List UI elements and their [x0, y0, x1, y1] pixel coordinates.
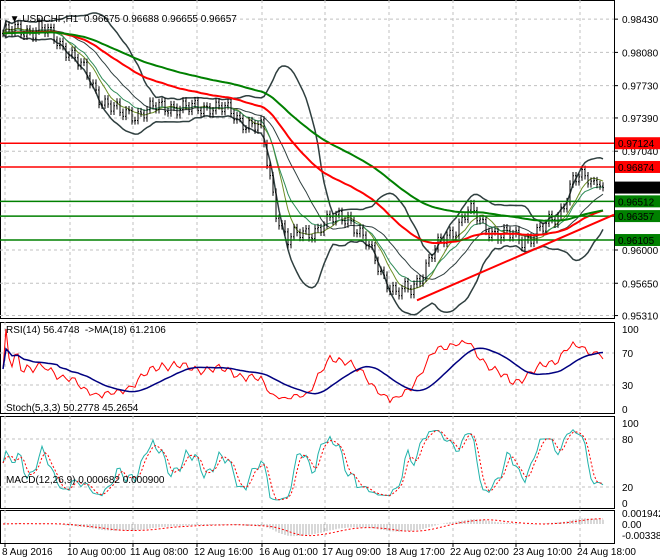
price-label: 0.95310 — [622, 312, 659, 323]
rsi-ma-line — [2, 347, 604, 395]
macd-label: MACD(12,26,9) 0.000682 0.000900 — [6, 475, 165, 486]
bollinger-upper — [2, 12, 604, 257]
level-badge — [615, 234, 660, 247]
price-label: 0.97390 — [622, 114, 659, 125]
stoch-tick: 20 — [622, 483, 634, 494]
time-label: 17 Aug 09:00 — [322, 547, 381, 558]
stoch-label: Stoch(5,3,3) 50.2778 45.2654 — [6, 403, 139, 414]
time-label: 24 Aug 18:00 — [577, 547, 636, 558]
price-label: 0.98080 — [622, 48, 659, 59]
rsi-tick: 70 — [622, 349, 634, 360]
level-badge — [615, 210, 660, 223]
level-label: 0.97124 — [618, 139, 655, 150]
level-badge — [615, 195, 660, 208]
price-label: 0.95650 — [622, 279, 659, 290]
pane-frame-1 — [0, 322, 615, 414]
level-label: 0.96512 — [618, 197, 655, 208]
chart-header: ▼ USDCHF,H1 0.96675 0.96688 0.96655 0.96… — [4, 3, 237, 36]
bollinger-lower — [2, 32, 604, 316]
macd-tick: -0.003381 — [622, 531, 660, 542]
ma-red — [2, 30, 604, 245]
rsi-line — [2, 328, 604, 404]
price-label: 0.97730 — [622, 82, 659, 93]
rsi-tick: 30 — [622, 381, 634, 392]
price-label: 0.98430 — [622, 15, 659, 26]
dropdown-triangle-icon[interactable]: ▼ — [9, 14, 23, 25]
rsi-label: RSI(14) 56.4748 ->MA(18) 61.2106 — [6, 325, 166, 336]
stoch-tick: 0 — [622, 499, 628, 510]
ma-fast — [2, 27, 604, 291]
macd-signal-line — [2, 518, 604, 537]
pane-frame-0 — [0, 0, 615, 319]
level-badge — [615, 160, 660, 173]
level-badge — [615, 181, 660, 194]
level-label: 0.96357 — [618, 212, 655, 223]
rsi-tick: 0 — [622, 405, 628, 416]
trendline — [416, 213, 615, 302]
time-label: 18 Aug 17:00 — [386, 547, 445, 558]
price-label: 0.96000 — [622, 246, 659, 257]
stoch-tick: 100 — [622, 419, 639, 430]
time-label: 22 Aug 02:00 — [450, 547, 509, 558]
macd-tick: 0.00 — [622, 520, 642, 531]
time-label: 23 Aug 10:00 — [513, 547, 572, 558]
rsi-tick: 100 — [622, 325, 639, 336]
level-badge — [615, 137, 660, 150]
level-label: 0.96874 — [618, 163, 655, 174]
time-label: 10 Aug 00:00 — [67, 547, 126, 558]
bollinger-middle — [2, 27, 604, 280]
ohlc-values: 0.96675 0.96688 0.96655 0.96657 — [83, 14, 237, 25]
stoch-k-line — [2, 428, 604, 501]
symbol-label: USDCHF,H1 — [22, 14, 79, 25]
time-label: 11 Aug 08:00 — [130, 547, 189, 558]
pane-frame-2 — [0, 416, 615, 509]
time-label: 8 Aug 2016 — [2, 547, 53, 558]
level-label: 0.96657 — [618, 184, 655, 195]
price-label: 0.97040 — [622, 147, 659, 158]
time-label: 12 Aug 16:00 — [194, 547, 253, 558]
ma-green — [2, 31, 604, 222]
macd-tick: 0.001942 — [622, 509, 660, 520]
level-label: 0.96105 — [618, 236, 655, 247]
pane-frame-3 — [0, 510, 615, 544]
stoch-tick: 80 — [622, 435, 634, 446]
time-label: 16 Aug 01:00 — [259, 547, 318, 558]
